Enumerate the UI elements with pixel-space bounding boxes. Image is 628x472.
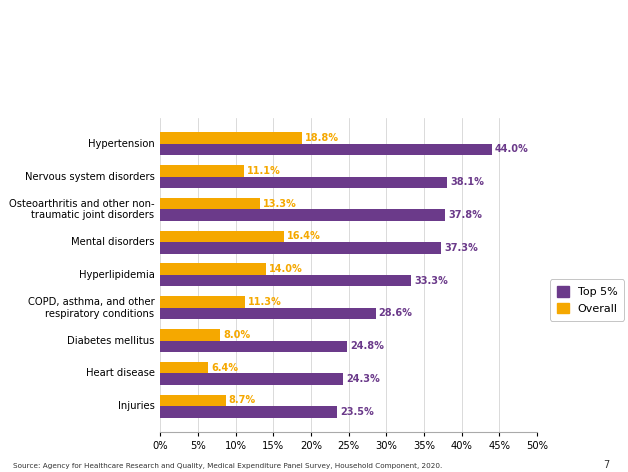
Text: Source: Agency for Healthcare Research and Quality, Medical Expenditure Panel Su: Source: Agency for Healthcare Research a… (13, 463, 442, 469)
Bar (160, 231, 284, 242)
Bar (160, 177, 447, 188)
Bar (160, 362, 208, 373)
Bar (160, 329, 220, 340)
Bar (160, 132, 302, 144)
Bar (160, 275, 411, 287)
Text: 6.4%: 6.4% (212, 362, 239, 372)
Text: 37.3%: 37.3% (444, 243, 478, 253)
Bar (160, 340, 347, 352)
Text: 37.8%: 37.8% (448, 210, 482, 220)
Text: 28.6%: 28.6% (379, 309, 413, 319)
Text: 13.3%: 13.3% (263, 199, 297, 209)
Text: 7: 7 (603, 460, 609, 470)
Text: Figure 7. Most commonly treated conditions among
persons with top 5% of expenses: Figure 7. Most commonly treated conditio… (76, 26, 464, 77)
Bar (160, 395, 225, 406)
Bar (160, 144, 492, 155)
Text: 14.0%: 14.0% (269, 264, 303, 274)
Bar (160, 263, 266, 275)
Bar (160, 242, 441, 253)
Bar (160, 373, 344, 385)
Bar (160, 210, 445, 221)
Text: 11.1%: 11.1% (247, 166, 281, 176)
Bar (160, 165, 244, 177)
Text: 33.3%: 33.3% (414, 276, 448, 286)
Text: 8.0%: 8.0% (224, 330, 251, 340)
Text: 18.8%: 18.8% (305, 133, 339, 143)
Text: 24.3%: 24.3% (346, 374, 380, 384)
Text: 23.5%: 23.5% (340, 407, 374, 417)
Bar (160, 198, 261, 210)
Text: 38.1%: 38.1% (450, 177, 484, 187)
Text: 24.8%: 24.8% (350, 341, 384, 351)
Text: 16.4%: 16.4% (287, 231, 320, 241)
Text: 44.0%: 44.0% (495, 144, 529, 154)
Bar (160, 308, 376, 319)
Text: 11.3%: 11.3% (248, 297, 282, 307)
Bar (160, 296, 246, 308)
Text: 8.7%: 8.7% (229, 396, 256, 405)
Legend: Top 5%, Overall: Top 5%, Overall (550, 279, 624, 320)
Bar (160, 406, 337, 418)
